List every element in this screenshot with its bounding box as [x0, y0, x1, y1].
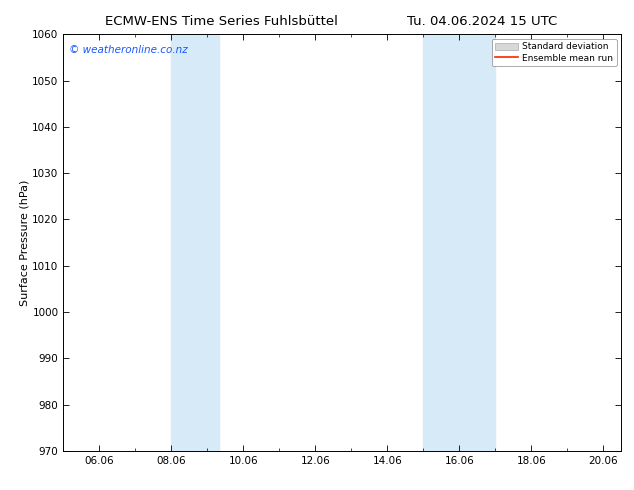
- Text: Tu. 04.06.2024 15 UTC: Tu. 04.06.2024 15 UTC: [407, 15, 557, 28]
- Bar: [171, 34, 219, 451]
- Text: © weatheronline.co.nz: © weatheronline.co.nz: [69, 45, 188, 55]
- Bar: [424, 34, 495, 451]
- Legend: Standard deviation, Ensemble mean run: Standard deviation, Ensemble mean run: [491, 39, 617, 66]
- Y-axis label: Surface Pressure (hPa): Surface Pressure (hPa): [20, 179, 30, 306]
- Text: ECMW-ENS Time Series Fuhlsbüttel: ECMW-ENS Time Series Fuhlsbüttel: [105, 15, 339, 28]
